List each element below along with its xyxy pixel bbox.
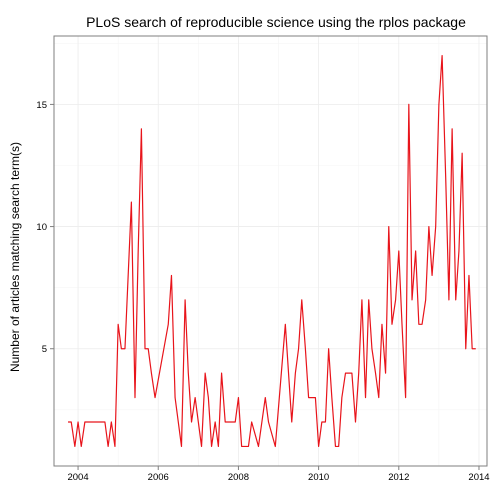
series-line	[68, 54, 476, 448]
y-tick-label: 10	[36, 222, 47, 233]
x-tick-label: 2004	[67, 472, 88, 483]
x-axis-ticks: 2004 2006 2008 2010 2012 2014	[67, 466, 490, 483]
y-axis-ticks: 5 10 15	[36, 100, 54, 355]
y-axis-label: Number of articles matching search term(…	[8, 142, 22, 372]
x-tick-label: 2012	[388, 472, 409, 483]
series-group	[68, 54, 476, 448]
gridlines	[54, 36, 487, 466]
x-tick-label: 2014	[468, 472, 489, 483]
y-tick-label: 15	[36, 100, 47, 111]
y-tick-label: 5	[42, 344, 47, 355]
plot-panel	[53, 35, 488, 467]
chart-title: PLoS search of reproducible science usin…	[86, 14, 466, 30]
x-tick-label: 2010	[308, 472, 329, 483]
x-tick-label: 2008	[228, 472, 249, 483]
x-tick-label: 2006	[148, 472, 169, 483]
